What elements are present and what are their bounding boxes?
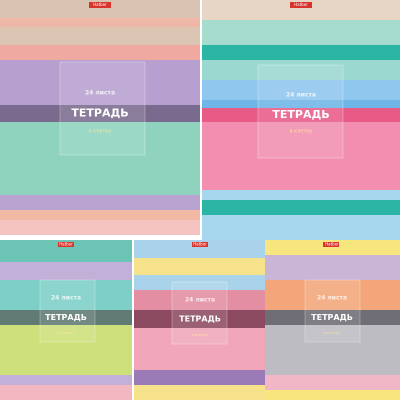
brand-logo: Hatber [294,2,308,7]
sheet-count: 24 листа [51,295,81,302]
ruling-type: в клетку [89,129,112,135]
notebook-title: ТЕТРАДЬ [179,315,221,324]
ruling-type: в клетку [191,333,209,337]
sheet-count: 24 листа [317,295,347,302]
brand-logo: Hatber [59,242,73,247]
ruling-type: в клетку [57,331,75,335]
sheet-count: 24 листа [286,92,316,99]
notebook [265,240,400,400]
brand-logo: Hatber [93,2,107,7]
notebook [134,240,265,400]
notebook-title: ТЕТРАДЬ [311,313,353,322]
notebook [202,0,400,240]
brand-logo: Hatber [325,242,339,247]
ruling-type: в клетку [323,331,341,335]
notebook-title: ТЕТРАДЬ [71,107,128,120]
ruling-type: в клетку [290,129,313,135]
brand-logo: Hatber [193,242,207,247]
notebook [0,0,200,235]
notebook [0,240,132,400]
notebook-title: ТЕТРАДЬ [272,108,329,121]
sheet-count: 24 листа [85,90,115,97]
notebook-title: ТЕТРАДЬ [45,313,87,322]
sheet-count: 24 листа [185,297,215,304]
